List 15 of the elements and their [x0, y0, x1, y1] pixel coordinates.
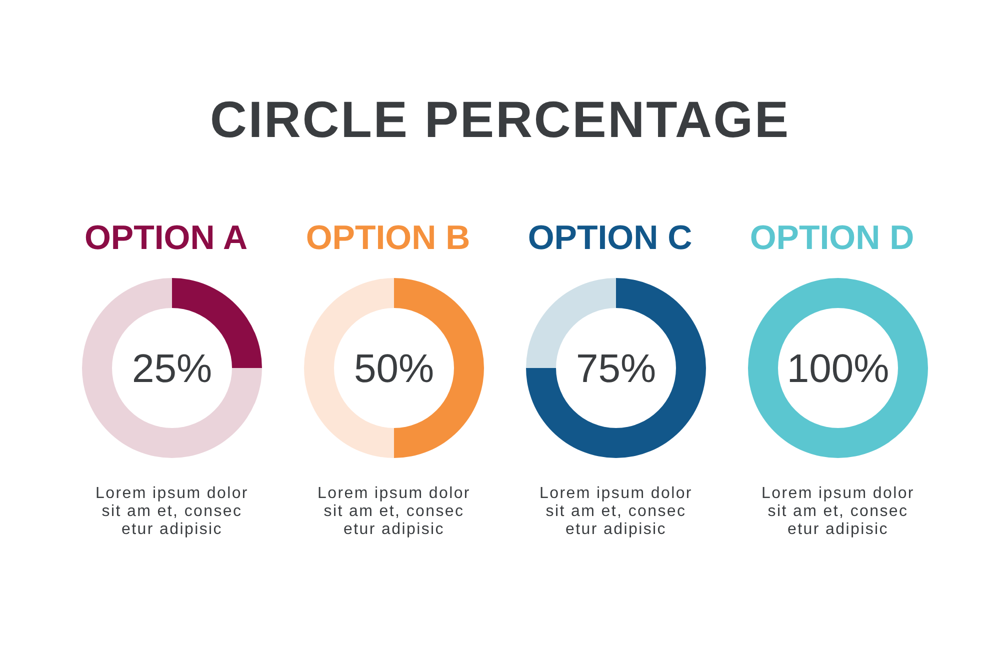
chart-title: OPTION C: [528, 219, 692, 257]
text: Lorem ipsum dolor sit am et, consec etur adipisic: [762, 485, 914, 538]
donut-slice: [82, 278, 262, 458]
text: CIRCLE PERCENTAGE: [210, 91, 790, 148]
chart-title: OPTION D: [750, 219, 914, 257]
text: 25%: [132, 347, 212, 391]
text: Lorem ipsum dolor sit am et, consec etur adipisic: [96, 485, 248, 538]
chart-title: OPTION B: [306, 219, 470, 257]
donut-slice: [526, 278, 706, 458]
chart-title: OPTION A: [84, 219, 248, 257]
text: Lorem ipsum dolor sit am et, consec etur adipisic: [318, 485, 470, 538]
text: Lorem ipsum dolor sit am et, consec etur adipisic: [540, 485, 692, 538]
text: 75%: [576, 347, 656, 391]
text: 50%: [354, 347, 434, 391]
text: 100%: [786, 347, 890, 391]
